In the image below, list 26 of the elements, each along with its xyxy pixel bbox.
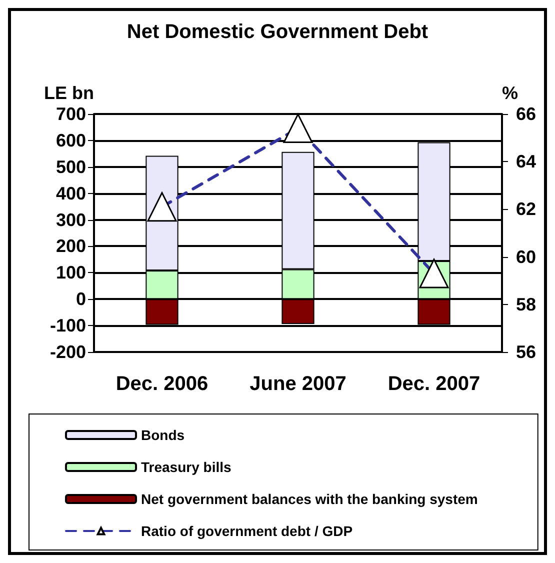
y2-tick-label: 64 xyxy=(516,152,536,172)
y2-tick-label: 66 xyxy=(516,104,536,124)
y2-tick-label: 62 xyxy=(516,199,536,220)
legend-label: Net government balances with the banking system xyxy=(141,491,478,507)
y-tick-label: 100 xyxy=(56,262,86,283)
y-tick-label: -100 xyxy=(50,316,86,336)
y-tick-label: 700 xyxy=(56,104,86,124)
x-tick-label: Dec. 2006 xyxy=(116,373,208,395)
y-tick-label: 200 xyxy=(56,236,86,256)
legend-label: Treasury bills xyxy=(141,459,232,475)
y-tick-label: 300 xyxy=(56,210,86,230)
x-tick-label: Dec. 2007 xyxy=(388,373,480,395)
x-tick-label: June 2007 xyxy=(250,373,346,395)
legend-label: Bonds xyxy=(141,427,185,443)
y-tick-label: 500 xyxy=(56,156,86,177)
y-tick-label: 0 xyxy=(76,289,86,310)
y-tick-label: -200 xyxy=(50,342,86,362)
y2-axis-title: % xyxy=(502,83,518,103)
y-tick-label: 600 xyxy=(56,130,86,150)
chart-title: Net Domestic Government Debt xyxy=(126,21,428,43)
legend-label: Ratio of government debt / GDP xyxy=(141,523,353,539)
y2-tick-label: 56 xyxy=(516,342,536,362)
y-tick-label: 400 xyxy=(56,183,86,204)
y2-tick-label: 58 xyxy=(516,294,536,314)
y2-tick-label: 60 xyxy=(516,246,536,267)
y-axis-title: LE bn xyxy=(44,83,94,103)
